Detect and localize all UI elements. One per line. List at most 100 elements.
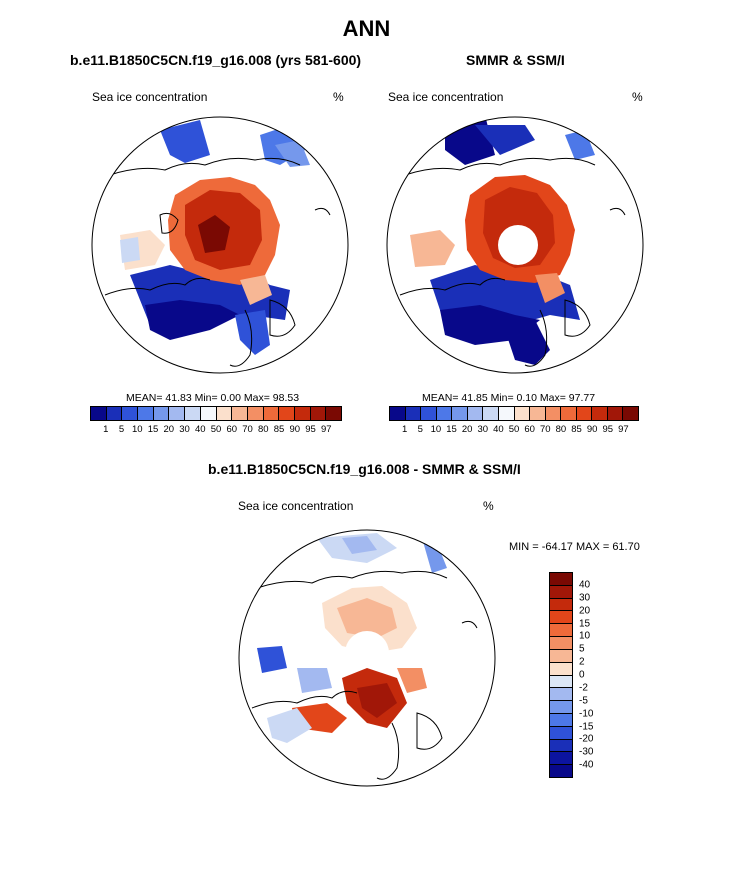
colorbar-swatch — [122, 407, 139, 420]
colorbar-tick-label: 20 — [579, 605, 591, 617]
colorbar-tick-label: 60 — [524, 424, 535, 435]
colorbar-swatch — [436, 407, 453, 420]
colorbar-tick-label: 15 — [579, 618, 591, 629]
colorbar-diff-labels: 40 30 20 15 10 5 2 0 -2 -5 -10 -15 -20 -30 -40 — [579, 572, 609, 778]
colorbar-swatch — [550, 739, 572, 753]
colorbar-swatch — [550, 662, 572, 676]
colorbar-tick-label: 40 — [493, 424, 504, 435]
colorbar-swatch — [153, 407, 170, 420]
colorbar-tick-label: 30 — [179, 424, 190, 435]
colorbar-swatch — [550, 637, 572, 650]
colorbar-swatch — [561, 407, 577, 420]
colorbar-tick-label: 70 — [539, 424, 551, 435]
colorbar-swatch — [185, 407, 201, 420]
colorbar-tick-label: 50 — [508, 424, 520, 435]
colorbar-tick-label: 10 — [430, 424, 442, 435]
colorbar-tick-label: 1 — [401, 424, 408, 435]
colorbar-swatch — [200, 407, 217, 420]
ice-region-low — [160, 120, 210, 163]
colorbar-tick-label: 20 — [163, 424, 175, 435]
colorbar-swatch — [550, 675, 572, 689]
colorbar-tick-label: 20 — [461, 424, 473, 435]
panel-right-title: SMMR & SSM/I — [466, 52, 565, 68]
colorbar-swatch — [216, 407, 233, 420]
ice-region-mid — [535, 273, 565, 303]
colorbar-right: 1 5 10 15 20 30 40 50 60 70 80 85 90 95 97 — [389, 406, 639, 438]
ice-region-very-low — [145, 300, 240, 340]
colorbar-tick-label: 2 — [579, 656, 585, 668]
colorbar-swatch — [550, 713, 572, 727]
ice-region-mid — [120, 237, 140, 263]
panel-diff-field-label: Sea ice concentration — [238, 499, 354, 513]
colorbar-tick-label: 30 — [477, 424, 489, 435]
colorbar-swatch — [483, 407, 499, 420]
colorbar-swatch — [91, 407, 107, 420]
colorbar-tick-label: 90 — [289, 424, 301, 435]
colorbar-tick-label: 10 — [579, 630, 591, 642]
pole-hole — [345, 631, 389, 675]
colorbar-swatch — [232, 407, 248, 420]
diff-region-neg — [267, 708, 312, 743]
colorbar-tick-label: 15 — [147, 424, 159, 435]
colorbar-swatch — [592, 407, 608, 420]
colorbar-swatch — [169, 407, 186, 420]
colorbar-tick-label: -5 — [579, 695, 588, 707]
figure-title: ANN — [342, 16, 391, 41]
panel-diff-units: % — [483, 499, 494, 513]
colorbar-swatch — [550, 752, 572, 766]
colorbar-swatch — [310, 407, 327, 420]
colorbar-swatch — [623, 407, 638, 420]
ice-region-mid — [240, 275, 272, 305]
colorbar-swatch — [263, 407, 280, 420]
colorbar-tick-label: 97 — [320, 424, 332, 435]
colorbar-tick-label: 1 — [103, 424, 109, 435]
colorbar-swatch — [607, 407, 624, 420]
colorbar-swatch — [545, 407, 562, 420]
panel-left-title: b.e11.B1850C5CN.f19_g16.008 (yrs 581-600… — [70, 52, 362, 68]
colorbar-tick-label: 90 — [586, 424, 598, 435]
colorbar-swatch — [576, 407, 593, 420]
panel-left-field-label: Sea ice concentration — [92, 90, 208, 104]
colorbar-tick-label: 0 — [579, 669, 585, 681]
colorbar-swatch — [550, 765, 572, 777]
colorbar-tick-label: 15 — [446, 424, 457, 435]
diff-region-pos — [397, 668, 427, 693]
colorbar-tick-label: 95 — [602, 424, 614, 435]
colorbar-swatch — [550, 701, 572, 714]
colorbar-tick-label: -10 — [579, 708, 594, 720]
colorbar-swatch — [138, 407, 154, 420]
colorbar-swatch — [421, 407, 437, 420]
pole-hole — [498, 225, 538, 265]
colorbar-swatch — [326, 407, 341, 420]
colorbar-swatch — [550, 573, 572, 586]
colorbar-tick-label: 60 — [226, 424, 238, 435]
ice-region-low — [275, 140, 310, 167]
panel-left-map — [91, 116, 349, 374]
colorbar-tick-label: -2 — [579, 682, 588, 694]
ice-region-low — [235, 310, 270, 355]
ice-region-max — [198, 215, 230, 253]
colorbar-swatch — [390, 407, 406, 420]
colorbar-tick-label: 10 — [131, 424, 143, 435]
colorbar-swatch — [530, 407, 546, 420]
panel-diff-title: b.e11.B1850C5CN.f19_g16.008 - SMMR & SSM… — [208, 461, 521, 477]
colorbar-swatch — [550, 649, 572, 663]
diff-region-pos — [337, 598, 397, 638]
colorbar-swatch — [514, 407, 531, 420]
colorbar-swatch — [550, 598, 572, 612]
colorbar-swatch — [550, 585, 572, 599]
panel-right-units: % — [632, 90, 643, 104]
ice-region-mid — [410, 230, 455, 267]
colorbar-tick-label: 50 — [210, 424, 222, 435]
colorbar-tick-label: 95 — [305, 424, 316, 435]
colorbar-tick-label: 85 — [571, 424, 582, 435]
colorbar-swatch — [550, 611, 572, 625]
panel-right-stats: MEAN= 41.85 Min= 0.10 Max= 97.77 — [422, 392, 596, 404]
colorbar-swatch — [498, 407, 515, 420]
colorbar-tick-label: 85 — [273, 424, 285, 435]
colorbar-swatch — [279, 407, 295, 420]
colorbar-tick-label: -15 — [579, 721, 594, 732]
panel-diff-map — [238, 529, 496, 787]
panel-right-map — [386, 116, 644, 374]
colorbar-swatch — [405, 407, 422, 420]
